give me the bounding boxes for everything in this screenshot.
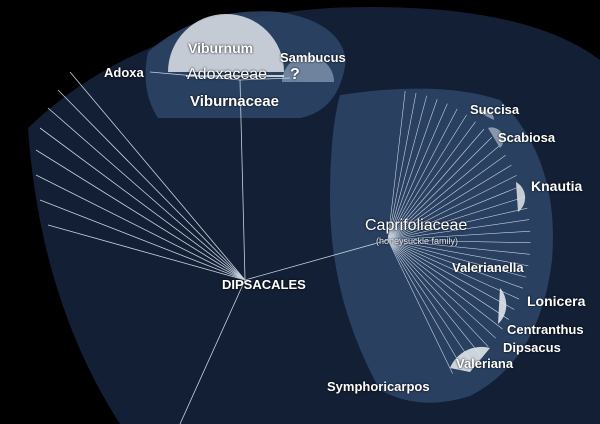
caprifoliaceae-branch <box>387 185 522 241</box>
succisa-fan <box>478 109 494 120</box>
label-adoxaceae[interactable]: Adoxaceae <box>187 66 268 83</box>
sambucus-fan <box>282 56 334 82</box>
label-adoxa[interactable]: Adoxa <box>104 65 144 80</box>
caprifoliaceae-branch <box>387 207 528 241</box>
label-viburnaceae[interactable]: Viburnaceae <box>190 93 279 110</box>
label-knautia[interactable]: Knautia <box>531 178 583 194</box>
caprifoliaceae-branch <box>387 196 525 241</box>
label-symphoricarpos[interactable]: Symphoricarpos <box>327 379 430 394</box>
caprifoliaceae-branch <box>387 95 428 241</box>
caprifoliaceae-branch <box>387 239 496 339</box>
caprifoliaceae-branch <box>387 114 467 241</box>
caprifoliaceae-branch <box>387 239 472 362</box>
caprifoliaceae-fan-lines <box>387 91 531 374</box>
caprifoliaceae-branch <box>387 239 481 355</box>
caprifoliaceae-branch <box>387 128 485 241</box>
label-valeriana[interactable]: Valeriana <box>456 356 514 371</box>
label-dipsacales[interactable]: DIPSACALES <box>222 277 306 292</box>
viburnum-fan <box>168 14 284 72</box>
caprifoliaceae-branch <box>387 92 417 241</box>
label-centranthus[interactable]: Centranthus <box>507 322 584 337</box>
label-caprifoliaceae[interactable]: Caprifoliaceae <box>365 217 468 234</box>
caprifoliaceae-branch <box>387 230 531 241</box>
caprifoliaceae-branch <box>387 239 527 278</box>
caprifoliaceae-branch <box>387 239 463 369</box>
caprifoliaceae-branch <box>387 239 530 255</box>
caprifoliaceae-branch <box>387 219 530 241</box>
caprifoliaceae-branch <box>387 239 520 300</box>
caprifoliaceae-branch <box>387 91 406 241</box>
label-valerianella[interactable]: Valerianella <box>452 260 524 275</box>
caprifoliaceae-branch <box>387 121 476 241</box>
knautia-fan <box>516 182 526 212</box>
caprifoliaceae-branch <box>387 239 509 320</box>
branch-lines <box>35 71 389 424</box>
lonicera-fan <box>498 288 507 324</box>
caprifoliaceae-branch <box>387 239 503 330</box>
scabiosa-fan <box>488 127 504 148</box>
label-scabiosa[interactable]: Scabiosa <box>498 130 556 145</box>
caprifoliaceae-branch <box>387 239 489 347</box>
label-question-mark: ? <box>290 66 300 83</box>
caprifoliaceae-branch <box>387 103 448 241</box>
caprifoliaceae-branch <box>387 239 529 267</box>
caprifoliaceae-branch <box>387 239 453 374</box>
caprifoliaceae-branch <box>387 145 500 241</box>
label-dipsacus[interactable]: Dipsacus <box>503 340 561 355</box>
caprifoliaceae-branch <box>387 155 506 241</box>
label-viburnum[interactable]: Viburnum <box>188 40 254 56</box>
caprifoliaceae-branch <box>387 99 438 241</box>
caprifoliaceae-branch <box>387 137 493 241</box>
caprifoliaceae-branch <box>387 239 531 244</box>
caprifoliaceae-branch <box>387 164 512 241</box>
label-lonicera[interactable]: Lonicera <box>527 293 586 309</box>
valeriana-fan <box>450 346 490 372</box>
label-succisa[interactable]: Succisa <box>470 102 520 117</box>
caprifoliaceae-branch <box>387 239 524 289</box>
label-sambucus[interactable]: Sambucus <box>280 50 346 65</box>
caprifoliaceae-branch <box>387 175 517 241</box>
label-caprifoliaceae-common: (honeysuckle family) <box>376 236 459 246</box>
caprifoliaceae-branch <box>387 239 515 310</box>
caprifoliaceae-branch <box>387 108 458 241</box>
